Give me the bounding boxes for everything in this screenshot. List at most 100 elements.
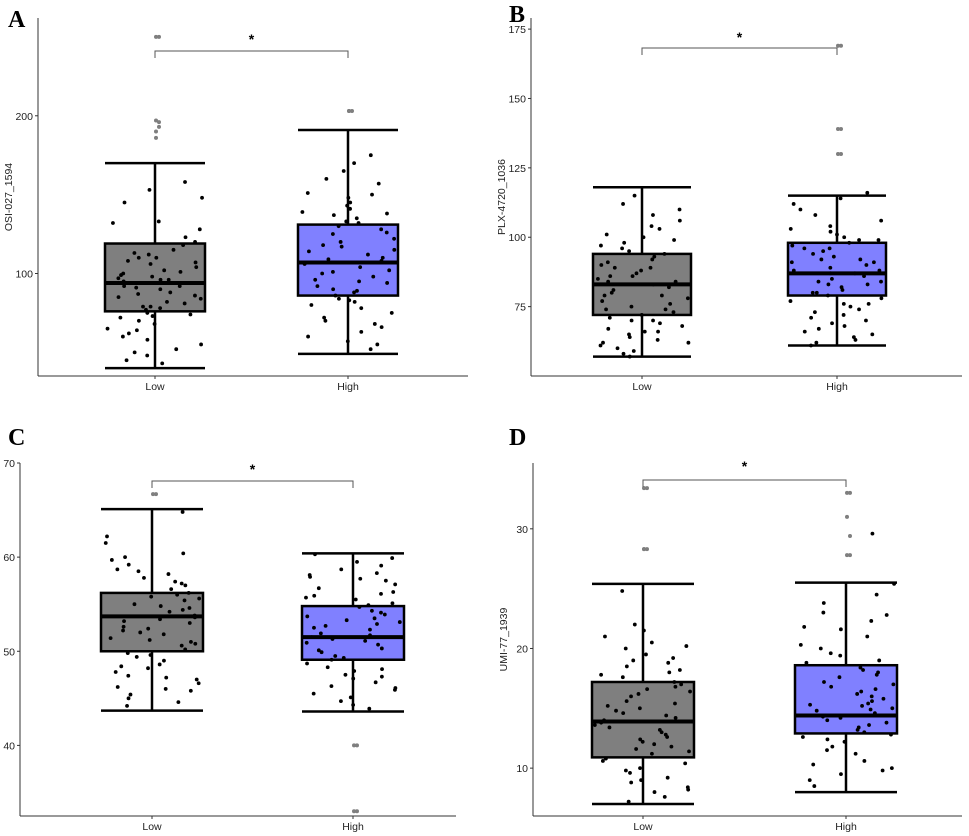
data-point xyxy=(634,747,639,751)
data-point xyxy=(859,689,864,694)
data-point xyxy=(665,775,670,780)
outlier-point xyxy=(154,492,158,497)
data-point xyxy=(842,235,847,240)
data-point xyxy=(329,684,334,688)
data-point xyxy=(177,284,182,289)
data-point xyxy=(626,799,631,804)
data-point xyxy=(607,315,612,320)
y-tick-label: 70 xyxy=(3,458,15,470)
outlier-point xyxy=(157,124,161,129)
data-point xyxy=(802,329,807,334)
data-point xyxy=(611,288,616,292)
data-point xyxy=(147,638,152,642)
data-point xyxy=(879,218,884,223)
data-point xyxy=(305,661,309,666)
data-point xyxy=(830,744,835,749)
data-point xyxy=(802,246,807,251)
data-point xyxy=(657,227,662,231)
data-point xyxy=(816,279,821,284)
data-point xyxy=(620,589,625,593)
significance-star: * xyxy=(737,29,743,45)
outlier-point xyxy=(154,34,158,39)
y-tick-label: 150 xyxy=(508,93,526,105)
data-point xyxy=(842,324,847,328)
data-point xyxy=(818,646,823,651)
iqr-box xyxy=(300,604,406,661)
data-point xyxy=(312,593,317,598)
data-point xyxy=(884,720,889,725)
data-point xyxy=(811,251,815,256)
data-point xyxy=(115,685,120,689)
data-point xyxy=(839,772,843,777)
data-point xyxy=(313,277,318,282)
data-point xyxy=(165,299,169,304)
data-point xyxy=(193,260,198,265)
data-point xyxy=(109,558,114,562)
data-point xyxy=(125,703,129,708)
data-point xyxy=(852,271,857,276)
data-point xyxy=(655,338,660,342)
outlier-point xyxy=(352,809,356,814)
data-point xyxy=(344,219,349,224)
data-point xyxy=(374,571,379,576)
data-point xyxy=(838,627,843,632)
data-point xyxy=(847,240,852,245)
data-point xyxy=(333,654,338,658)
data-point xyxy=(605,260,610,265)
data-point xyxy=(358,576,363,581)
data-point xyxy=(599,672,603,677)
data-point xyxy=(320,271,325,276)
outlier-point xyxy=(151,492,155,497)
significance-star: * xyxy=(249,31,255,47)
data-point xyxy=(656,329,660,334)
panel-letter: A xyxy=(8,7,26,33)
data-point xyxy=(659,293,664,298)
outlier-point xyxy=(839,151,843,156)
data-point xyxy=(677,218,682,223)
data-point xyxy=(874,592,879,597)
data-point xyxy=(623,646,628,651)
data-point xyxy=(662,794,667,799)
data-point xyxy=(397,620,402,624)
data-point xyxy=(321,243,325,248)
panel-letter: D xyxy=(509,425,526,451)
data-point xyxy=(629,304,634,309)
data-point xyxy=(380,667,384,672)
data-point xyxy=(828,224,833,229)
data-point xyxy=(822,680,826,684)
data-point xyxy=(136,255,141,260)
data-point xyxy=(167,609,172,614)
significance-star: * xyxy=(742,458,748,474)
data-point xyxy=(368,153,373,158)
data-point xyxy=(649,640,654,645)
box-high xyxy=(793,490,899,794)
outlier-point xyxy=(154,129,158,134)
panel-c: C40506070Sapitinib_1549LowHigh* xyxy=(3,425,456,833)
data-point xyxy=(621,202,625,206)
outlier-point xyxy=(347,109,351,114)
data-point xyxy=(390,556,395,560)
data-point xyxy=(341,169,346,173)
data-point xyxy=(825,737,830,742)
data-point xyxy=(672,238,676,242)
data-point xyxy=(664,713,669,718)
data-point xyxy=(150,314,155,318)
data-point xyxy=(163,687,168,691)
data-point xyxy=(343,672,348,677)
data-point xyxy=(841,313,846,317)
data-point xyxy=(367,706,372,711)
data-point xyxy=(658,321,662,326)
data-point xyxy=(168,290,173,295)
data-point xyxy=(323,318,328,323)
data-point xyxy=(798,207,803,212)
data-point xyxy=(162,268,167,273)
data-point xyxy=(879,279,883,284)
data-point xyxy=(659,730,664,735)
data-point xyxy=(357,605,362,609)
data-point xyxy=(651,282,656,287)
data-point xyxy=(309,303,314,307)
data-point xyxy=(631,658,636,663)
data-point xyxy=(865,282,870,287)
outlier-point xyxy=(355,809,359,814)
data-point xyxy=(145,337,150,342)
